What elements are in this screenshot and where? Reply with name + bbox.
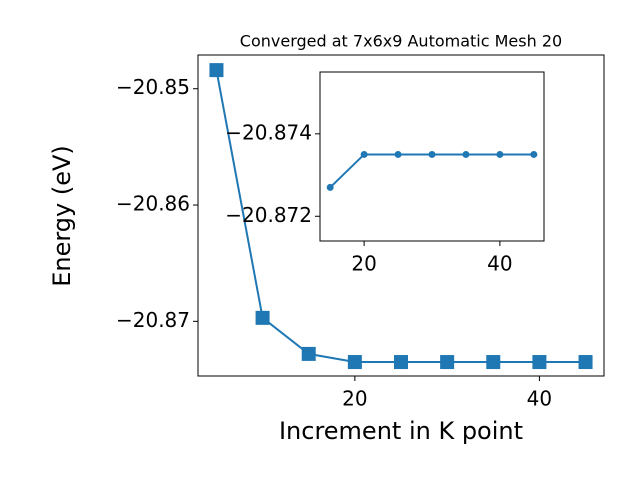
marker [578, 355, 593, 370]
marker [301, 346, 316, 361]
chart-title: Converged at 7x6x9 Automatic Mesh 20 [240, 32, 562, 51]
marker [496, 150, 504, 158]
marker [347, 355, 362, 370]
marker [255, 310, 270, 325]
marker [394, 355, 408, 370]
marker [360, 150, 368, 158]
marker [209, 63, 224, 78]
y-tick-label: −20.85 [116, 75, 190, 99]
y-tick-label: −20.872 [225, 203, 312, 227]
marker [462, 150, 470, 158]
x-tick-label: 40 [487, 252, 512, 276]
marker [532, 355, 547, 370]
marker [486, 355, 501, 370]
marker [326, 183, 334, 191]
y-tick-label: −20.86 [116, 192, 190, 216]
y-axis-label: Energy (eV) [48, 145, 76, 287]
y-tick-label: −20.874 [225, 120, 312, 144]
marker [530, 150, 538, 158]
axes-frame [197, 54, 605, 377]
x-axis-label: Increment in K point [279, 417, 523, 445]
x-tick-label: 20 [342, 387, 367, 411]
y-tick-label: −20.87 [116, 308, 190, 332]
x-tick-label: 40 [527, 387, 552, 411]
x-tick-label: 20 [351, 252, 376, 276]
marker [394, 150, 402, 158]
axes-frame [319, 71, 545, 242]
marker [440, 355, 455, 370]
marker [428, 150, 436, 158]
